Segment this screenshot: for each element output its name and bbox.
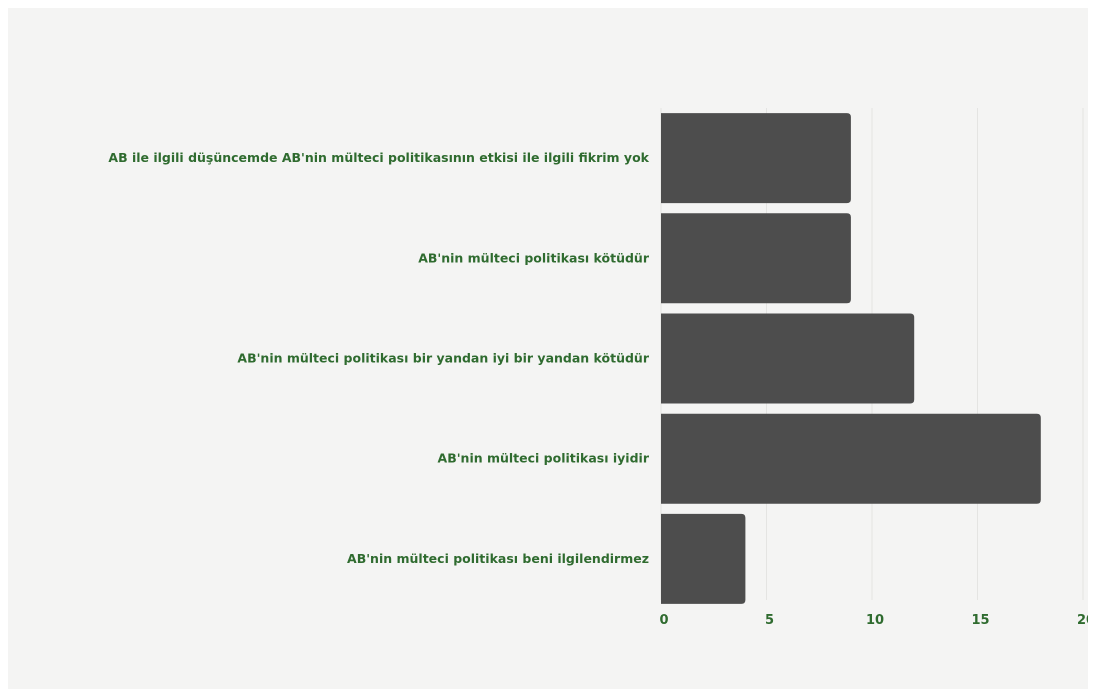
x-tick-label: 5 (765, 613, 774, 628)
bar (661, 113, 851, 204)
bar (661, 313, 915, 404)
category-label: AB'nin mülteci politikası kötüdür (418, 250, 650, 265)
bar (661, 413, 1041, 504)
chart-panel: AB ile ilgili düşüncemde AB'nin mülteci … (8, 8, 1088, 689)
bar (661, 213, 851, 304)
category-label: AB'nin mülteci politikası beni ilgilendi… (347, 551, 649, 566)
bar-chart: AB ile ilgili düşüncemde AB'nin mülteci … (108, 108, 1088, 628)
bar (661, 513, 746, 604)
category-labels: AB ile ilgili düşüncemde AB'nin mülteci … (108, 150, 649, 566)
category-label: AB ile ilgili düşüncemde AB'nin mülteci … (108, 150, 649, 165)
x-tick-label: 15 (971, 613, 989, 628)
category-label: AB'nin mülteci politikası bir yandan iyi… (237, 351, 649, 366)
x-tick-label: 20 (1077, 613, 1088, 628)
x-tick-label: 0 (659, 613, 668, 628)
bars (661, 113, 1041, 604)
x-tick-label: 10 (866, 613, 884, 628)
x-axis-ticks: 0 5 10 15 20 (659, 613, 1088, 628)
category-label: AB'nin mülteci politikası iyidir (438, 451, 650, 466)
